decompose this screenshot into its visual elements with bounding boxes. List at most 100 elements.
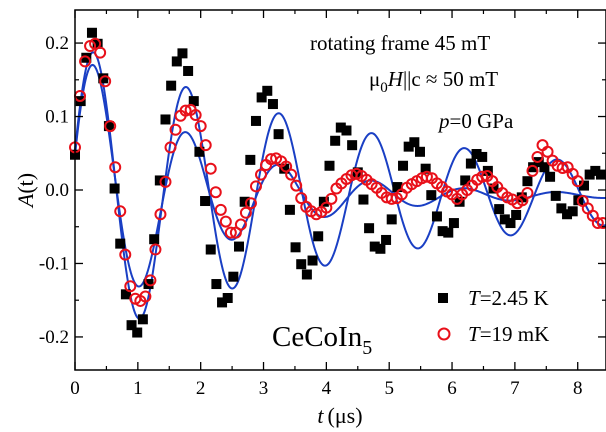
data-point-circle [124, 280, 137, 293]
data-point-square [324, 160, 335, 171]
data-point-square [403, 141, 414, 152]
y-axis-title: A(t) [13, 173, 38, 209]
data-markers [69, 27, 606, 338]
data-point-circle [179, 104, 192, 117]
data-point-square [545, 171, 556, 182]
data-point-square [488, 183, 499, 194]
x-axis-title: t (μs) [317, 403, 362, 428]
data-point-circle [199, 139, 212, 152]
x-tick-label: 6 [447, 378, 457, 399]
data-point-square [313, 231, 324, 242]
data-point-square [262, 85, 273, 96]
legend-marker-circle [437, 327, 451, 341]
data-point-square [256, 92, 267, 103]
data-point-square [330, 135, 341, 146]
data-point-square [234, 241, 245, 252]
annotation-pressure: p=0 GPa [437, 109, 514, 133]
data-point-circle [234, 218, 247, 231]
data-point-square [149, 234, 160, 245]
data-point-square [81, 52, 92, 63]
data-point-square [284, 204, 295, 215]
data-point-square [296, 259, 307, 270]
data-point-square [448, 218, 459, 229]
annotation-field: μ0H||c ≈ 50 mT [369, 67, 498, 96]
fit-curve-1 [74, 63, 606, 288]
data-point-square [443, 227, 454, 238]
x-tick-label: 3 [259, 378, 269, 399]
x-tick-label: 0 [70, 378, 80, 399]
data-point-square [120, 289, 131, 300]
data-point-square [126, 320, 137, 331]
data-point-square [398, 160, 409, 171]
data-point-square [454, 196, 465, 207]
data-point-square [516, 192, 527, 203]
data-point-circle [521, 186, 534, 199]
data-point-square [245, 154, 256, 165]
data-point-square [465, 158, 476, 169]
data-point-square [584, 169, 595, 180]
data-point-square [239, 196, 250, 207]
data-point-circle [556, 161, 569, 174]
data-point-circle [591, 217, 604, 230]
data-point-square [431, 211, 442, 222]
data-point-circle [476, 170, 489, 183]
data-point-square [86, 27, 97, 38]
data-point-circle [79, 55, 92, 68]
data-point-circle [596, 217, 606, 230]
data-point-circle [194, 120, 207, 133]
data-point-circle [295, 192, 308, 205]
y-tick-label: 0.2 [45, 33, 69, 54]
data-point-square [550, 190, 561, 201]
data-point-square [590, 165, 601, 176]
data-point-square [505, 218, 516, 229]
x-tick-label: 4 [322, 378, 332, 399]
data-point-square [177, 48, 188, 59]
y-tick-label: -0.2 [39, 327, 69, 348]
data-point-square [171, 56, 182, 67]
data-point-square [522, 176, 533, 187]
data-point-circle [541, 145, 554, 158]
data-point-circle [149, 243, 162, 256]
data-point-circle [290, 179, 303, 192]
legend-label-2p45K: T=2.45 K [468, 286, 549, 310]
data-point-square [562, 209, 573, 220]
x-tick-label: 5 [384, 378, 394, 399]
data-point-circle [571, 175, 584, 188]
data-point-circle [114, 205, 127, 218]
data-point-circle [139, 290, 152, 303]
data-point-circle [214, 203, 227, 216]
data-point-square [414, 146, 425, 157]
data-point-square [539, 162, 550, 173]
data-point-square [211, 279, 222, 290]
data-point-square [194, 146, 205, 157]
data-point-circle [531, 150, 544, 163]
data-point-circle [89, 37, 102, 50]
data-point-square [217, 297, 228, 308]
data-point-square [494, 204, 505, 215]
x-tick-label: 8 [573, 378, 583, 399]
data-point-circle [189, 109, 202, 122]
data-point-circle [144, 274, 157, 287]
data-point-circle [159, 175, 172, 188]
data-point-square [369, 241, 380, 252]
y-tick-label: -0.1 [39, 253, 69, 274]
data-point-square [279, 163, 290, 174]
data-point-square [471, 149, 482, 159]
data-point-square [477, 151, 488, 162]
data-point-square [115, 238, 126, 249]
y-tick-label: 0.1 [45, 107, 69, 128]
data-point-circle [119, 248, 132, 261]
data-point-square [222, 293, 233, 303]
data-point-square [499, 214, 510, 225]
data-point-square [200, 196, 211, 207]
data-point-square [98, 73, 109, 84]
data-point-square [528, 162, 539, 173]
data-point-square [392, 182, 403, 193]
data-point-square [267, 99, 278, 110]
data-point-circle [224, 226, 237, 239]
data-point-circle [164, 141, 177, 154]
data-point-square [426, 190, 437, 201]
data-point-circle [244, 197, 257, 210]
data-point-circle [249, 180, 262, 193]
